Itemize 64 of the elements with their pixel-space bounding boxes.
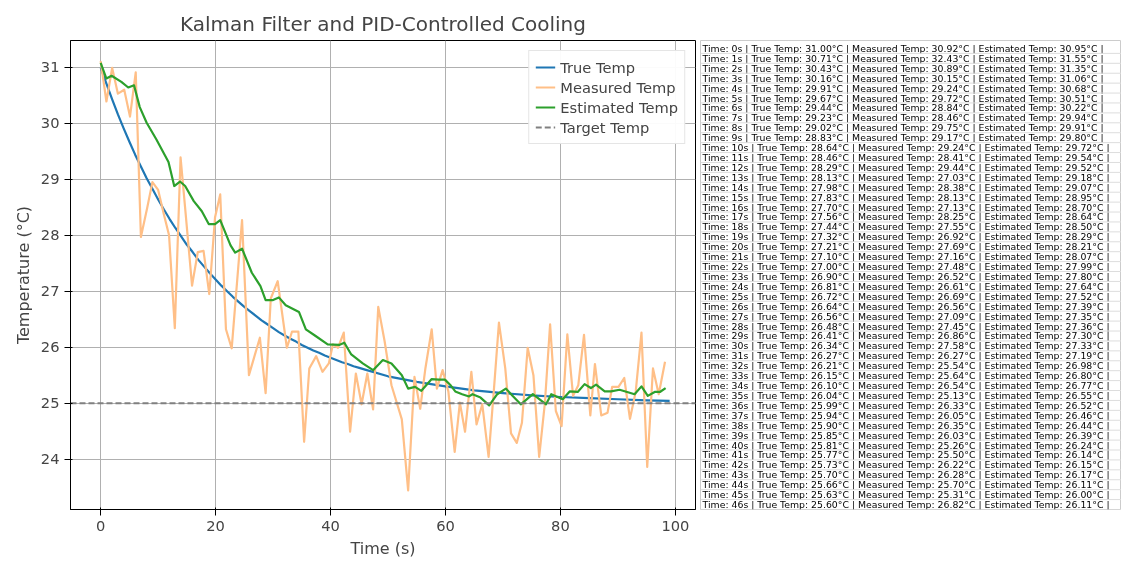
text: Time: 19s | True Temp: 27.32°C | Measured Temp: 26.92°C | Estimated Temp: 28.29°C | (701, 231, 1110, 243)
text: Time: 44s | True Temp: 25.66°C | Measured Temp: 25.70°C | Estimated Temp: 26.11°C | (701, 479, 1110, 491)
text: Time: 40s | True Temp: 25.81°C | Measured Temp: 25.26°C | Estimated Temp: 26.24°C | (701, 439, 1110, 451)
text: Time: 43s | True Temp: 25.70°C | Measured Temp: 26.28°C | Estimated Temp: 26.17°C | (701, 469, 1110, 481)
y-tick-label: 31 (40, 58, 60, 76)
text: Time: 28s | True Temp: 26.48°C | Measured Temp: 27.45°C | Estimated Temp: 27.36°C | (701, 320, 1110, 332)
text: Time: 7s | True Temp: 29.23°C | Measured Temp: 28.46°C | Estimated Temp: 29.94°C | (701, 112, 1104, 124)
text: Time: 31s | True Temp: 26.27°C | Measured Temp: 26.27°C | Estimated Temp: 27.19°C | (701, 350, 1110, 362)
text: Time: 27s | True Temp: 26.56°C | Measured Temp: 27.09°C | Estimated Temp: 27.35°C | (701, 310, 1110, 322)
x-axis-title: Time (s) (349, 538, 416, 558)
text: Time: 45s | True Temp: 25.63°C | Measured Temp: 25.31°C | Estimated Temp: 26.00°C | (701, 489, 1110, 501)
text: Time: 46s | True Temp: 25.60°C | Measured Temp: 26.82°C | Estimated Temp: 26.11°C | (701, 499, 1110, 511)
chart-title: Kalman Filter and PID-Controlled Cooling (180, 11, 586, 36)
text: Time: 5s | True Temp: 29.67°C | Measured Temp: 29.72°C | Estimated Temp: 30.51°C | (701, 92, 1104, 104)
text: Time: 9s | True Temp: 28.83°C | Measured Temp: 29.17°C | Estimated Temp: 29.80°C | (701, 132, 1104, 144)
text: Time: 37s | True Temp: 25.94°C | Measured Temp: 26.05°C | Estimated Temp: 26.46°C | (701, 409, 1110, 421)
legend-label: True Temp (560, 58, 636, 76)
text: Time: 21s | True Temp: 27.10°C | Measured Temp: 27.16°C | Estimated Temp: 28.07°C | (701, 251, 1110, 263)
y-tick-label: 24 (40, 450, 60, 468)
x-tick-label: 40 (321, 516, 340, 534)
text: Time: 12s | True Temp: 28.29°C | Measured Temp: 29.44°C | Estimated Temp: 29.52°C | (701, 161, 1110, 173)
legend-label: Target Temp (560, 118, 650, 136)
text: Time: 16s | True Temp: 27.70°C | Measured Temp: 27.13°C | Estimated Temp: 28.70°C | (701, 201, 1110, 213)
y-tick-label: 29 (40, 170, 60, 188)
text: Time: 1s | True Temp: 30.71°C | Measured Temp: 32.43°C | Estimated Temp: 31.55°C | (701, 52, 1104, 64)
text: Time: 30s | True Temp: 26.34°C | Measured Temp: 27.58°C | Estimated Temp: 27.33°C | (701, 340, 1110, 352)
text: Time: 11s | True Temp: 28.46°C | Measured Temp: 28.41°C | Estimated Temp: 29.54°C | (701, 152, 1110, 163)
x-tick-label: 20 (206, 516, 225, 534)
x-tick-label: 80 (551, 516, 570, 534)
text: Time: 33s | True Temp: 26.15°C | Measured Temp: 25.64°C | Estimated Temp: 26.80°C | (701, 370, 1110, 382)
text: Time: 39s | True Temp: 25.85°C | Measured Temp: 26.03°C | Estimated Temp: 26.39°C | (701, 429, 1110, 441)
text: Time: 3s | True Temp: 30.16°C | Measured Temp: 30.15°C | Estimated Temp: 31.06°C | (701, 72, 1104, 84)
text: Time: 4s | True Temp: 29.91°C | Measured Temp: 29.24°C | Estimated Temp: 30.68°C | (701, 82, 1104, 94)
text: Time: 36s | True Temp: 25.99°C | Measured Temp: 26.33°C | Estimated Temp: 26.52°C | (701, 399, 1110, 411)
text: Time: 15s | True Temp: 27.83°C | Measured Temp: 28.13°C | Estimated Temp: 28.95°C | (701, 191, 1110, 203)
text: Time: 38s | True Temp: 25.90°C | Measured Temp: 26.35°C | Estimated Temp: 26.44°C | (701, 419, 1110, 431)
text: Time: 14s | True Temp: 27.98°C | Measured Temp: 28.38°C | Estimated Temp: 29.07°C | (701, 181, 1110, 193)
text: Time: 41s | True Temp: 25.77°C | Measured Temp: 25.50°C | Estimated Temp: 26.14°C | (701, 449, 1110, 461)
text: Time: 18s | True Temp: 27.44°C | Measured Temp: 27.55°C | Estimated Temp: 28.50°C | (701, 221, 1110, 233)
legend-label: Estimated Temp (560, 98, 678, 116)
text: Time: 29s | True Temp: 26.41°C | Measured Temp: 26.86°C | Estimated Temp: 27.30°C | (701, 330, 1110, 342)
text: Time: 32s | True Temp: 26.21°C | Measured Temp: 25.54°C | Estimated Temp: 26.98°C | (701, 360, 1110, 372)
y-tick-label: 25 (40, 394, 60, 412)
text: Time: 8s | True Temp: 29.02°C | Measured Temp: 29.75°C | Estimated Temp: 29.91°C | (701, 122, 1104, 134)
text: Time: 6s | True Temp: 29.44°C | Measured Temp: 28.84°C | Estimated Temp: 30.22°C | (701, 102, 1104, 114)
text: Time: 17s | True Temp: 27.56°C | Measured Temp: 28.25°C | Estimated Temp: 28.64°C | (701, 211, 1110, 223)
y-axis-title: Temperature (°C) (13, 205, 33, 346)
text: Time: 0s | True Temp: 31.00°C | Measured Temp: 30.92°C | Estimated Temp: 30.95°C | (701, 42, 1104, 54)
legend-label: Measured Temp (560, 78, 676, 96)
text: Time: 25s | True Temp: 26.72°C | Measured Temp: 26.69°C | Estimated Temp: 27.52°C | (701, 290, 1110, 302)
text: Time: 2s | True Temp: 30.43°C | Measured Temp: 30.89°C | Estimated Temp: 31.35°C | (701, 62, 1104, 74)
x-tick-label: 0 (96, 516, 106, 534)
text: Time: 10s | True Temp: 28.64°C | Measured Temp: 29.24°C | Estimated Temp: 29.72°C | (701, 142, 1110, 154)
text: Time: 26s | True Temp: 26.64°C | Measured Temp: 26.56°C | Estimated Temp: 27.39°C | (701, 300, 1110, 312)
text: Time: 13s | True Temp: 28.13°C | Measured Temp: 27.03°C | Estimated Temp: 29.18°C | (701, 171, 1110, 183)
y-tick-label: 27 (40, 282, 60, 300)
x-tick-label: 100 (661, 516, 690, 534)
y-tick-label: 28 (40, 226, 60, 244)
text: Time: 24s | True Temp: 26.81°C | Measured Temp: 26.61°C | Estimated Temp: 27.64°C | (701, 280, 1110, 292)
x-tick-label: 60 (436, 516, 455, 534)
text: Time: 20s | True Temp: 27.21°C | Measured Temp: 27.69°C | Estimated Temp: 28.21°C | (701, 241, 1110, 253)
text: Time: 42s | True Temp: 25.73°C | Measured Temp: 26.22°C | Estimated Temp: 26.15°C | (701, 459, 1110, 471)
y-tick-label: 30 (40, 114, 60, 132)
y-tick-label: 26 (40, 338, 60, 356)
